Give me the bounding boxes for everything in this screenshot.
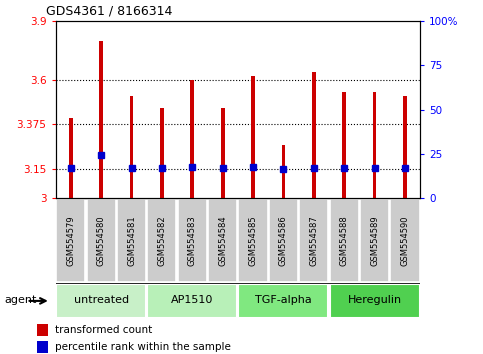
Bar [190, 80, 194, 198]
Bar [330, 199, 359, 282]
Bar [239, 199, 268, 282]
Text: GSM554586: GSM554586 [279, 215, 288, 266]
Text: AP1510: AP1510 [171, 295, 213, 305]
Text: GSM554582: GSM554582 [157, 215, 167, 266]
Text: agent: agent [5, 295, 37, 305]
Bar [330, 284, 420, 318]
Bar [390, 199, 420, 282]
Bar [373, 92, 376, 198]
Bar [69, 118, 72, 198]
Text: transformed count: transformed count [55, 325, 152, 335]
Bar [299, 199, 328, 282]
Text: GSM554585: GSM554585 [249, 215, 257, 266]
Text: GSM554579: GSM554579 [66, 215, 75, 266]
Bar [56, 284, 146, 318]
Bar [147, 284, 237, 318]
Bar [251, 76, 255, 198]
Bar [37, 324, 48, 336]
Text: GSM554584: GSM554584 [218, 215, 227, 266]
Text: GDS4361 / 8166314: GDS4361 / 8166314 [46, 5, 172, 18]
Text: Heregulin: Heregulin [348, 295, 402, 305]
Bar [239, 284, 328, 318]
Text: GSM554590: GSM554590 [400, 216, 410, 266]
Text: GSM554581: GSM554581 [127, 215, 136, 266]
Bar [147, 199, 176, 282]
Bar [178, 199, 207, 282]
Text: GSM554589: GSM554589 [370, 215, 379, 266]
Text: percentile rank within the sample: percentile rank within the sample [55, 342, 230, 352]
Bar [86, 199, 116, 282]
Text: GSM554580: GSM554580 [97, 215, 106, 266]
Bar [269, 199, 298, 282]
Bar [342, 92, 346, 198]
Bar [312, 72, 316, 198]
Bar [360, 199, 389, 282]
Bar [130, 96, 133, 198]
Text: untreated: untreated [73, 295, 128, 305]
Bar [117, 199, 146, 282]
Bar [56, 199, 85, 282]
Bar [282, 145, 285, 198]
Bar [403, 96, 407, 198]
Bar [208, 199, 237, 282]
Text: GSM554583: GSM554583 [188, 215, 197, 266]
Bar [99, 41, 103, 198]
Bar [160, 108, 164, 198]
Bar [221, 108, 225, 198]
Text: GSM554587: GSM554587 [309, 215, 318, 266]
Text: GSM554588: GSM554588 [340, 215, 349, 266]
Text: TGF-alpha: TGF-alpha [255, 295, 312, 305]
Bar [37, 341, 48, 353]
